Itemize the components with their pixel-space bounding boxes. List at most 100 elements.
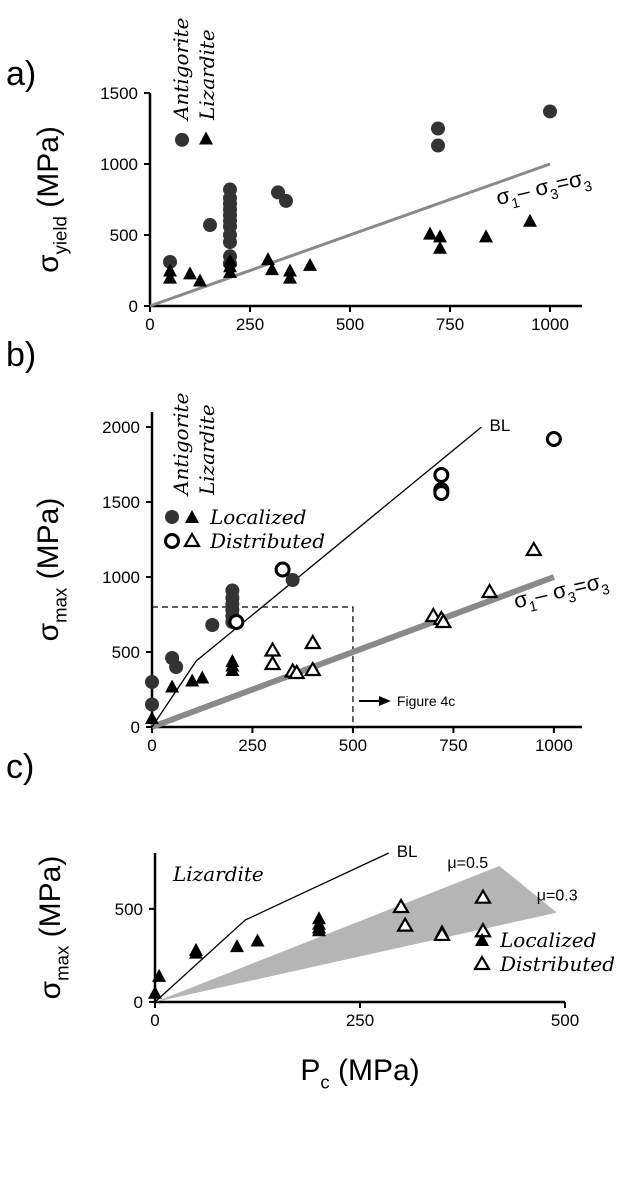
data-point xyxy=(431,121,445,136)
x-tick-label: 750 xyxy=(436,315,464,334)
y-tick-label: 500 xyxy=(115,900,143,919)
data-point xyxy=(145,711,159,724)
data-point xyxy=(434,612,453,629)
bl-line xyxy=(151,426,482,728)
data-point xyxy=(303,257,317,271)
data-point xyxy=(433,240,447,254)
reference-line xyxy=(149,162,551,308)
legend-marker xyxy=(164,533,180,549)
panel-b-label: b) xyxy=(6,336,36,374)
mineral-label-lizardite: Lizardite xyxy=(195,29,219,121)
data-point xyxy=(433,467,450,483)
y-tick-label: 1500 xyxy=(102,493,140,512)
legend-label: Distributed xyxy=(209,529,325,553)
inset-box xyxy=(152,606,354,727)
x-tick-label: 750 xyxy=(439,736,467,755)
x-tick-label: 0 xyxy=(147,736,156,755)
y-tick-label: 2000 xyxy=(102,418,140,437)
panel-c-label: c) xyxy=(6,748,34,786)
friction-band xyxy=(155,866,557,1002)
data-point xyxy=(163,263,177,277)
data-point xyxy=(169,660,184,674)
data-point xyxy=(433,925,451,942)
y-tick-label: 500 xyxy=(110,226,138,245)
reference-line xyxy=(150,574,555,730)
data-point xyxy=(287,663,306,680)
reference-line-label: σ1– σ3=σ3 xyxy=(494,164,594,215)
bl-label: BL xyxy=(397,842,418,861)
plot-c: 0 250 500 0 500 σmax (MPa) Pc (MPa) μ=0.5 μ=0.3 B… xyxy=(34,842,615,1092)
y-tick-label: 0 xyxy=(129,297,138,316)
mineral-label-antigorite: Antigorite xyxy=(169,18,193,122)
data-point xyxy=(250,933,265,947)
x-tick-label: 1000 xyxy=(531,315,569,334)
data-point xyxy=(543,104,557,119)
data-point xyxy=(230,939,244,953)
y-axis-title: σmax (MPa) xyxy=(32,498,70,642)
x-tick-label: 0 xyxy=(145,315,154,334)
data-point xyxy=(193,273,207,287)
data-point xyxy=(433,485,450,501)
y-tick-label: 500 xyxy=(112,643,140,662)
data-point xyxy=(303,660,322,677)
data-point xyxy=(225,663,240,676)
y-tick-label: 0 xyxy=(131,718,140,737)
data-point xyxy=(203,218,217,233)
x-tick-label: 250 xyxy=(238,736,266,755)
mineral-label-lizardite: Lizardite xyxy=(172,862,264,886)
data-point xyxy=(423,226,437,240)
data-point xyxy=(303,633,322,650)
inset-label: Figure 4c xyxy=(397,693,455,709)
data-point xyxy=(263,641,282,657)
legend-marker xyxy=(475,933,489,946)
data-point xyxy=(283,263,297,277)
y-tick-label: 1000 xyxy=(102,568,140,587)
x-tick-label: 500 xyxy=(551,1011,579,1030)
data-point xyxy=(163,254,177,269)
plot-b: 0 250 500 750 1000 0 500 1000 1500 2000 σmax (MPa)… xyxy=(32,393,611,755)
data-point xyxy=(175,132,189,147)
y-tick-label: 1000 xyxy=(100,155,138,174)
data-point xyxy=(392,897,410,914)
data-point xyxy=(199,131,213,145)
data-point xyxy=(263,654,282,671)
bl-line xyxy=(154,852,389,1003)
data-point xyxy=(223,235,237,250)
data-point xyxy=(474,888,492,904)
x-tick-label: 500 xyxy=(336,315,364,334)
data-point xyxy=(183,266,197,280)
x-tick-label: 500 xyxy=(339,736,367,755)
data-point xyxy=(480,582,499,599)
x-axis-title: Pc (MPa) xyxy=(300,1054,419,1092)
data-point xyxy=(223,264,237,278)
data-point xyxy=(283,270,297,284)
legend-marker xyxy=(185,510,199,523)
legend-marker xyxy=(165,510,179,524)
data-point xyxy=(165,679,180,693)
legend-label: Localized xyxy=(209,505,306,529)
legend-label: Localized xyxy=(499,928,596,952)
data-point xyxy=(479,229,493,243)
data-point xyxy=(148,985,162,999)
x-tick-label: 250 xyxy=(346,1011,374,1030)
mineral-label-antigorite: Antigorite xyxy=(169,393,193,497)
data-point xyxy=(396,916,415,932)
y-axis-title: σyield (MPa) xyxy=(32,126,70,273)
data-point xyxy=(265,262,279,276)
y-tick-label: 0 xyxy=(134,993,143,1012)
data-point xyxy=(145,697,159,712)
panel-a-label: a) xyxy=(6,55,36,93)
data-point xyxy=(205,618,220,632)
y-tick-label: 1500 xyxy=(100,84,138,103)
data-point xyxy=(523,213,537,227)
data-point xyxy=(433,229,447,243)
mineral-label-lizardite: Lizardite xyxy=(195,404,219,496)
legend-marker xyxy=(183,531,201,548)
data-point xyxy=(145,675,159,689)
data-point xyxy=(285,573,300,587)
data-point xyxy=(545,431,562,447)
data-point xyxy=(189,945,203,959)
x-tick-label: 0 xyxy=(150,1011,159,1030)
plot-a: 0 250 500 750 1000 0 500 1000 1500 σyield (MPa) σ1… xyxy=(32,18,594,334)
x-tick-label: 1000 xyxy=(535,736,573,755)
